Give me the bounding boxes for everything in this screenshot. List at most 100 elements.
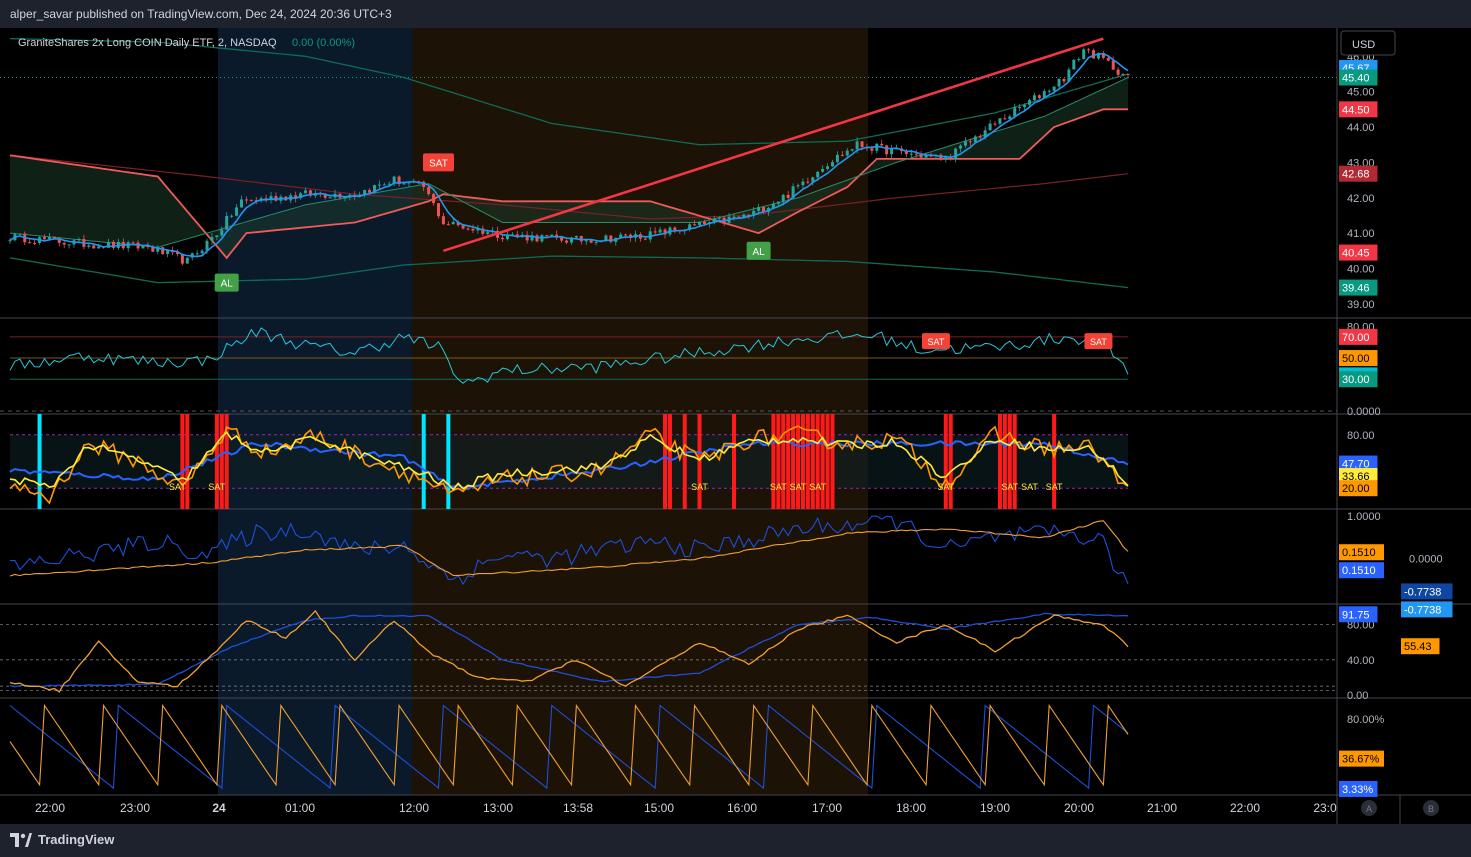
candle-body — [771, 203, 775, 209]
time-tick-label: 23:00 — [120, 801, 150, 815]
axis-price-label-bg — [1339, 69, 1378, 86]
candle-body — [230, 215, 234, 217]
stoch-sell-bar — [796, 414, 801, 509]
axis-price-label-bg — [1401, 638, 1440, 655]
axis-price-label-text: 0.1510 — [1342, 547, 1376, 559]
signal-label-text: SAT — [429, 158, 448, 169]
candle-body — [959, 145, 963, 149]
candle-body — [422, 181, 426, 188]
candle-body — [304, 190, 308, 194]
stoch-sell-bar — [1052, 414, 1057, 509]
axis-price-label-bg — [1339, 350, 1378, 367]
candle-body — [156, 247, 160, 252]
candle-body — [988, 123, 992, 131]
symbol-title: GraniteShares 2x Long COIN Daily ETF, 2,… — [18, 37, 277, 49]
candle-body — [1032, 95, 1036, 101]
candle-body — [619, 234, 623, 238]
axis-price-label-text: 39.46 — [1342, 283, 1370, 295]
candle-body — [565, 240, 569, 243]
stoch-signal-text: SAT — [937, 482, 954, 492]
signal-label-bg — [214, 273, 239, 292]
candle-body — [555, 234, 559, 238]
candle-body — [382, 184, 386, 186]
candle-body — [456, 222, 460, 226]
axis-price-label-bg — [1339, 606, 1378, 623]
candle-body — [476, 228, 480, 231]
axis-tick-label: 0.0000 — [1409, 554, 1443, 566]
candle-body — [107, 241, 111, 248]
candle-body — [594, 242, 598, 244]
adx-blue-line — [9, 612, 1129, 688]
stoch-signal-text: SAT — [691, 482, 708, 492]
rsi-line — [9, 327, 1129, 384]
axis-price-label-bg — [1339, 279, 1378, 296]
top-bar: alper_savar published on TradingView.com… — [0, 0, 1471, 28]
candle-body — [1072, 59, 1076, 70]
candle-body — [983, 130, 987, 138]
candle-body — [850, 149, 854, 151]
rsi-signal-text: SAT — [927, 337, 944, 347]
time-tick-label: 24 — [212, 801, 226, 815]
candle-body — [1047, 90, 1051, 92]
axis-price-label-bg — [1339, 328, 1378, 345]
axis-price-label-bg — [1339, 562, 1384, 579]
scale-button-a — [1361, 800, 1377, 816]
candle-body — [525, 234, 529, 241]
candle-body — [210, 237, 214, 241]
axis-price-label-bg — [1339, 480, 1378, 497]
axis-price-label-text: 55.43 — [1404, 641, 1432, 653]
candle-body — [909, 153, 913, 155]
axis-price-label-bg — [1339, 244, 1378, 261]
axis-price-label-text: 0.1510 — [1342, 565, 1376, 577]
signal-label-bg — [422, 153, 454, 172]
candle-body — [180, 254, 184, 264]
axis-tick-label: 45.00 — [1347, 87, 1375, 99]
axis-price-label-text: 30.00 — [1342, 374, 1370, 386]
candle-body — [1003, 118, 1007, 120]
chart-area[interactable]: AL SAT AL GraniteShares 2x Long COIN Daily … — [0, 28, 1471, 824]
candle-body — [363, 190, 367, 195]
axis-tick-label: 40.00 — [1347, 263, 1375, 275]
candle-body — [717, 217, 721, 219]
axis-price-label-text: 47.70 — [1342, 459, 1370, 471]
axis-price-label-bg — [1339, 468, 1378, 485]
candle-body — [737, 216, 741, 218]
tradingview-logo[interactable]: TradingView — [10, 832, 114, 847]
candle-body — [461, 225, 465, 229]
candle-body — [62, 242, 66, 245]
candle-body — [574, 235, 578, 238]
stoch-sell-bar — [825, 414, 830, 509]
candle-body — [791, 186, 795, 199]
candle-body — [1018, 107, 1022, 109]
candle-body — [436, 203, 440, 217]
axis-tick-label: 41.00 — [1347, 228, 1375, 240]
candle-body — [963, 141, 967, 146]
candle-body — [1121, 73, 1125, 75]
stoch-signal-text: SAT — [208, 482, 225, 492]
percent-orange-line — [9, 703, 1129, 787]
candle-body — [42, 237, 46, 240]
candle-body — [397, 176, 401, 185]
axis-price-label-text: 44.50 — [1342, 104, 1370, 116]
stoch-signal-text: SAT — [809, 482, 826, 492]
candle-body — [466, 228, 470, 230]
scale-button-label: B — [1428, 804, 1434, 814]
candle-body — [225, 215, 229, 230]
stoch-sell-bar — [820, 414, 825, 509]
candle-body — [821, 168, 825, 172]
chart-svg[interactable]: AL SAT AL GraniteShares 2x Long COIN Daily … — [0, 28, 1471, 824]
supertrend-fill — [10, 77, 1128, 258]
currency-button — [1340, 30, 1396, 56]
candle-body — [752, 210, 756, 216]
candle-body — [244, 199, 248, 201]
candle-body — [973, 136, 977, 142]
candle-body — [432, 194, 436, 204]
candle-body — [441, 216, 445, 225]
candle-body — [702, 221, 706, 224]
axis-tick-label: 1.0000 — [1347, 511, 1381, 523]
candle-body — [609, 235, 613, 242]
stoch-sell-bar — [791, 414, 796, 509]
axis-tick-label: 0.0000 — [1347, 406, 1381, 418]
axis-price-label-text: 91.75 — [1342, 609, 1370, 621]
stoch-signal-text: SAT — [770, 482, 787, 492]
